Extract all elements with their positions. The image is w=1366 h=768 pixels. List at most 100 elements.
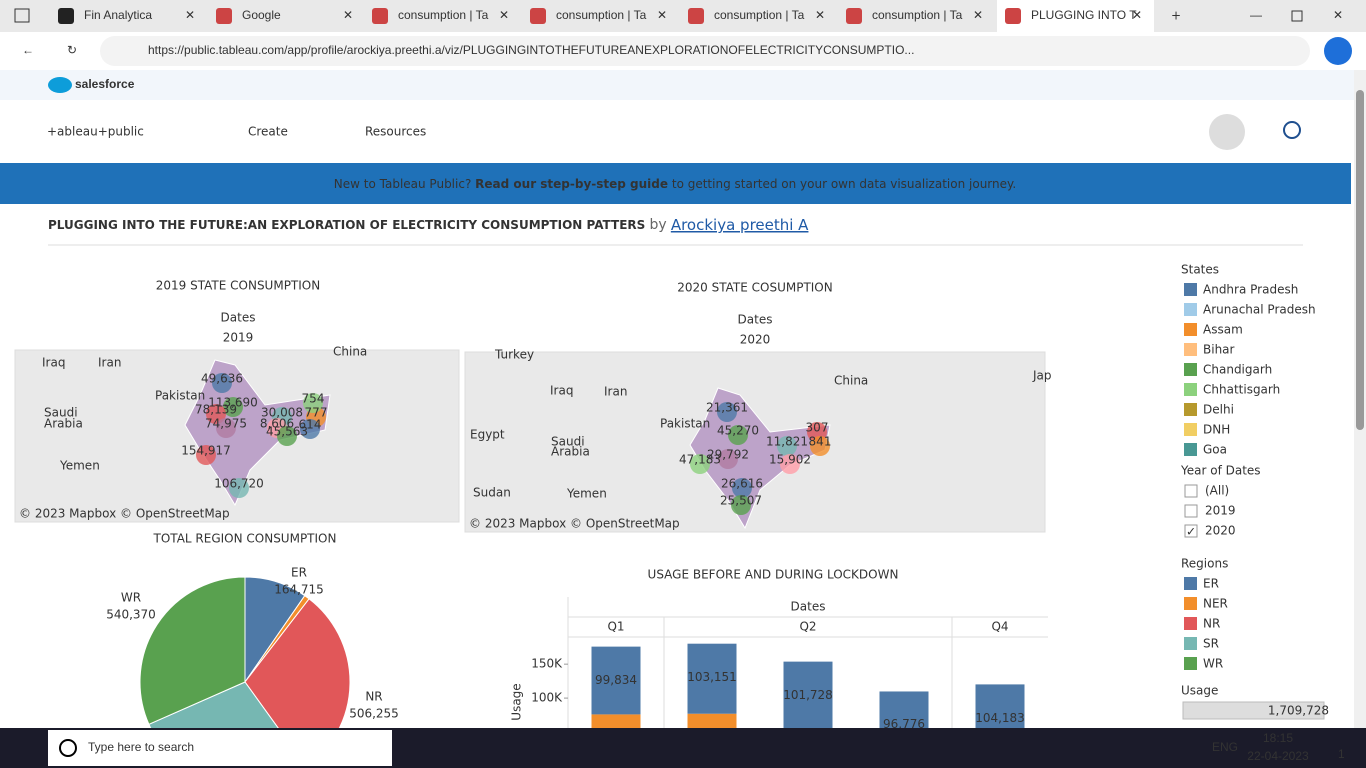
notification-count[interactable]: 1 <box>1338 747 1345 761</box>
state-value: 21,361 <box>706 401 748 415</box>
tab-close[interactable]: ✕ <box>185 8 195 22</box>
state-region <box>300 419 320 439</box>
language[interactable]: ENG <box>1212 740 1238 754</box>
nav-resources[interactable]: Resources <box>365 125 426 139</box>
column-label: Q4 <box>991 620 1008 634</box>
tab-title[interactable]: consumption | Ta <box>556 8 647 22</box>
legend-item: Bihar <box>1203 343 1235 357</box>
tab-icon[interactable] <box>1005 8 1021 24</box>
clock-time[interactable]: 18:15 <box>1263 731 1293 745</box>
new-tab[interactable]: + <box>1171 9 1181 23</box>
legend-title: Usage <box>1181 684 1218 698</box>
tab-icon[interactable] <box>372 8 388 24</box>
tab-close[interactable]: ✕ <box>499 8 509 22</box>
place-label: Yemen <box>59 459 100 473</box>
address-bar[interactable] <box>100 36 1310 66</box>
state-region <box>206 404 226 424</box>
state-value: 8,606 <box>260 417 294 431</box>
checkbox[interactable] <box>1184 504 1198 518</box>
tab-title[interactable]: consumption | Ta <box>872 8 963 22</box>
refresh[interactable]: ↻ <box>67 43 77 57</box>
tab-close[interactable]: ✕ <box>815 8 825 22</box>
bar-value-label: 103,151 <box>687 670 737 684</box>
state-value: 30,008 <box>261 406 303 420</box>
filter-item: (All) <box>1205 484 1229 498</box>
by: by <box>649 217 666 233</box>
banner-link[interactable]: Read our step-by-step guide <box>475 177 668 191</box>
place-label: Yemen <box>566 487 607 501</box>
taskbar-search[interactable]: Type here to search <box>88 740 194 754</box>
tab-icon[interactable] <box>846 8 862 24</box>
back[interactable]: ← <box>22 43 34 57</box>
place-label: Arabia <box>551 445 590 459</box>
minimize[interactable]: — <box>1250 8 1262 22</box>
tab-icon[interactable] <box>530 8 546 24</box>
bar-value-label: 96,776 <box>883 717 925 731</box>
tab-title[interactable]: Fin Analytica <box>84 8 152 22</box>
tab-title[interactable]: consumption | Ta <box>714 8 805 22</box>
legend-swatch <box>1184 423 1197 436</box>
tableau-logo[interactable]: +ableau+public <box>47 125 144 139</box>
place-label: Saudi <box>44 406 78 420</box>
tab-title[interactable]: PLUGGING INTO T <box>1031 8 1137 22</box>
tab-title[interactable]: Google <box>242 8 281 22</box>
state-value: 15,902 <box>769 453 811 467</box>
tab-close[interactable]: ✕ <box>657 8 667 22</box>
clock-date[interactable]: 22-04-2023 <box>1247 749 1309 763</box>
avatar[interactable] <box>1209 114 1245 150</box>
nav-create[interactable]: Create <box>248 125 288 139</box>
tab-close[interactable]: ✕ <box>973 8 983 22</box>
tab-title[interactable]: consumption | Ta <box>398 8 489 22</box>
legend-swatch <box>1184 363 1197 376</box>
banner-lead: New to Tableau Public? <box>334 177 472 191</box>
state-region <box>229 478 249 498</box>
salesforce-brand[interactable]: salesforce <box>75 77 135 91</box>
place-label: Iran <box>98 356 121 370</box>
search-box[interactable] <box>48 730 392 766</box>
state-region <box>717 402 737 422</box>
state-value: 614 <box>299 418 322 432</box>
legend-swatch <box>1184 303 1197 316</box>
tab-icon[interactable] <box>216 8 232 24</box>
place-label: Iran <box>604 385 627 399</box>
state-region <box>732 478 752 498</box>
state-value: 307 <box>806 421 829 435</box>
place-label: Arabia <box>44 417 83 431</box>
state-value: 106,720 <box>214 477 264 491</box>
url[interactable]: https://public.tableau.com/app/profile/a… <box>148 43 914 57</box>
bing-button[interactable] <box>1324 37 1352 65</box>
tab-icon[interactable] <box>58 8 74 24</box>
tab-strip <box>0 0 1366 32</box>
state-value: 754 <box>302 392 325 406</box>
viz-title: PLUGGING INTO THE FUTURE:AN EXPLORATION … <box>48 216 809 234</box>
state-value: 47,183 <box>679 453 721 467</box>
place-label: Pakistan <box>155 389 205 403</box>
tab-close[interactable]: ✕ <box>343 8 353 22</box>
checkbox[interactable] <box>1184 484 1198 498</box>
y-tick-label: 100K <box>531 691 563 705</box>
map-title: 2019 STATE CONSUMPTION <box>156 279 320 293</box>
pie-value-label: 164,715 <box>274 583 324 597</box>
active-tab[interactable] <box>997 0 1154 32</box>
place-label: Iraq <box>42 356 65 370</box>
legend-swatch <box>1184 383 1197 396</box>
checkbox[interactable] <box>1184 524 1198 538</box>
search-icon[interactable] <box>1283 121 1301 139</box>
india-base <box>184 359 331 507</box>
close[interactable]: ✕ <box>1333 8 1343 22</box>
tab-actions-icon[interactable] <box>14 8 30 23</box>
tab-close[interactable]: ✕ <box>1132 8 1142 22</box>
tab-icon[interactable] <box>688 8 704 24</box>
dashboard: 2019 STATE CONSUMPTION Dates 2019 Iraq Iran C… <box>14 263 1329 768</box>
legend-title: Regions <box>1181 557 1228 571</box>
state-region <box>718 449 738 469</box>
maximize[interactable] <box>1291 10 1303 22</box>
place-label: Pakistan <box>660 417 710 431</box>
column-label: Q2 <box>799 620 816 634</box>
salesforce-bar <box>0 70 1354 100</box>
search-glyph <box>59 739 77 757</box>
author[interactable]: Arockiya preethi A <box>671 216 809 234</box>
scroll-thumb[interactable] <box>1356 90 1364 430</box>
pie-value-label: 506,255 <box>349 707 399 721</box>
